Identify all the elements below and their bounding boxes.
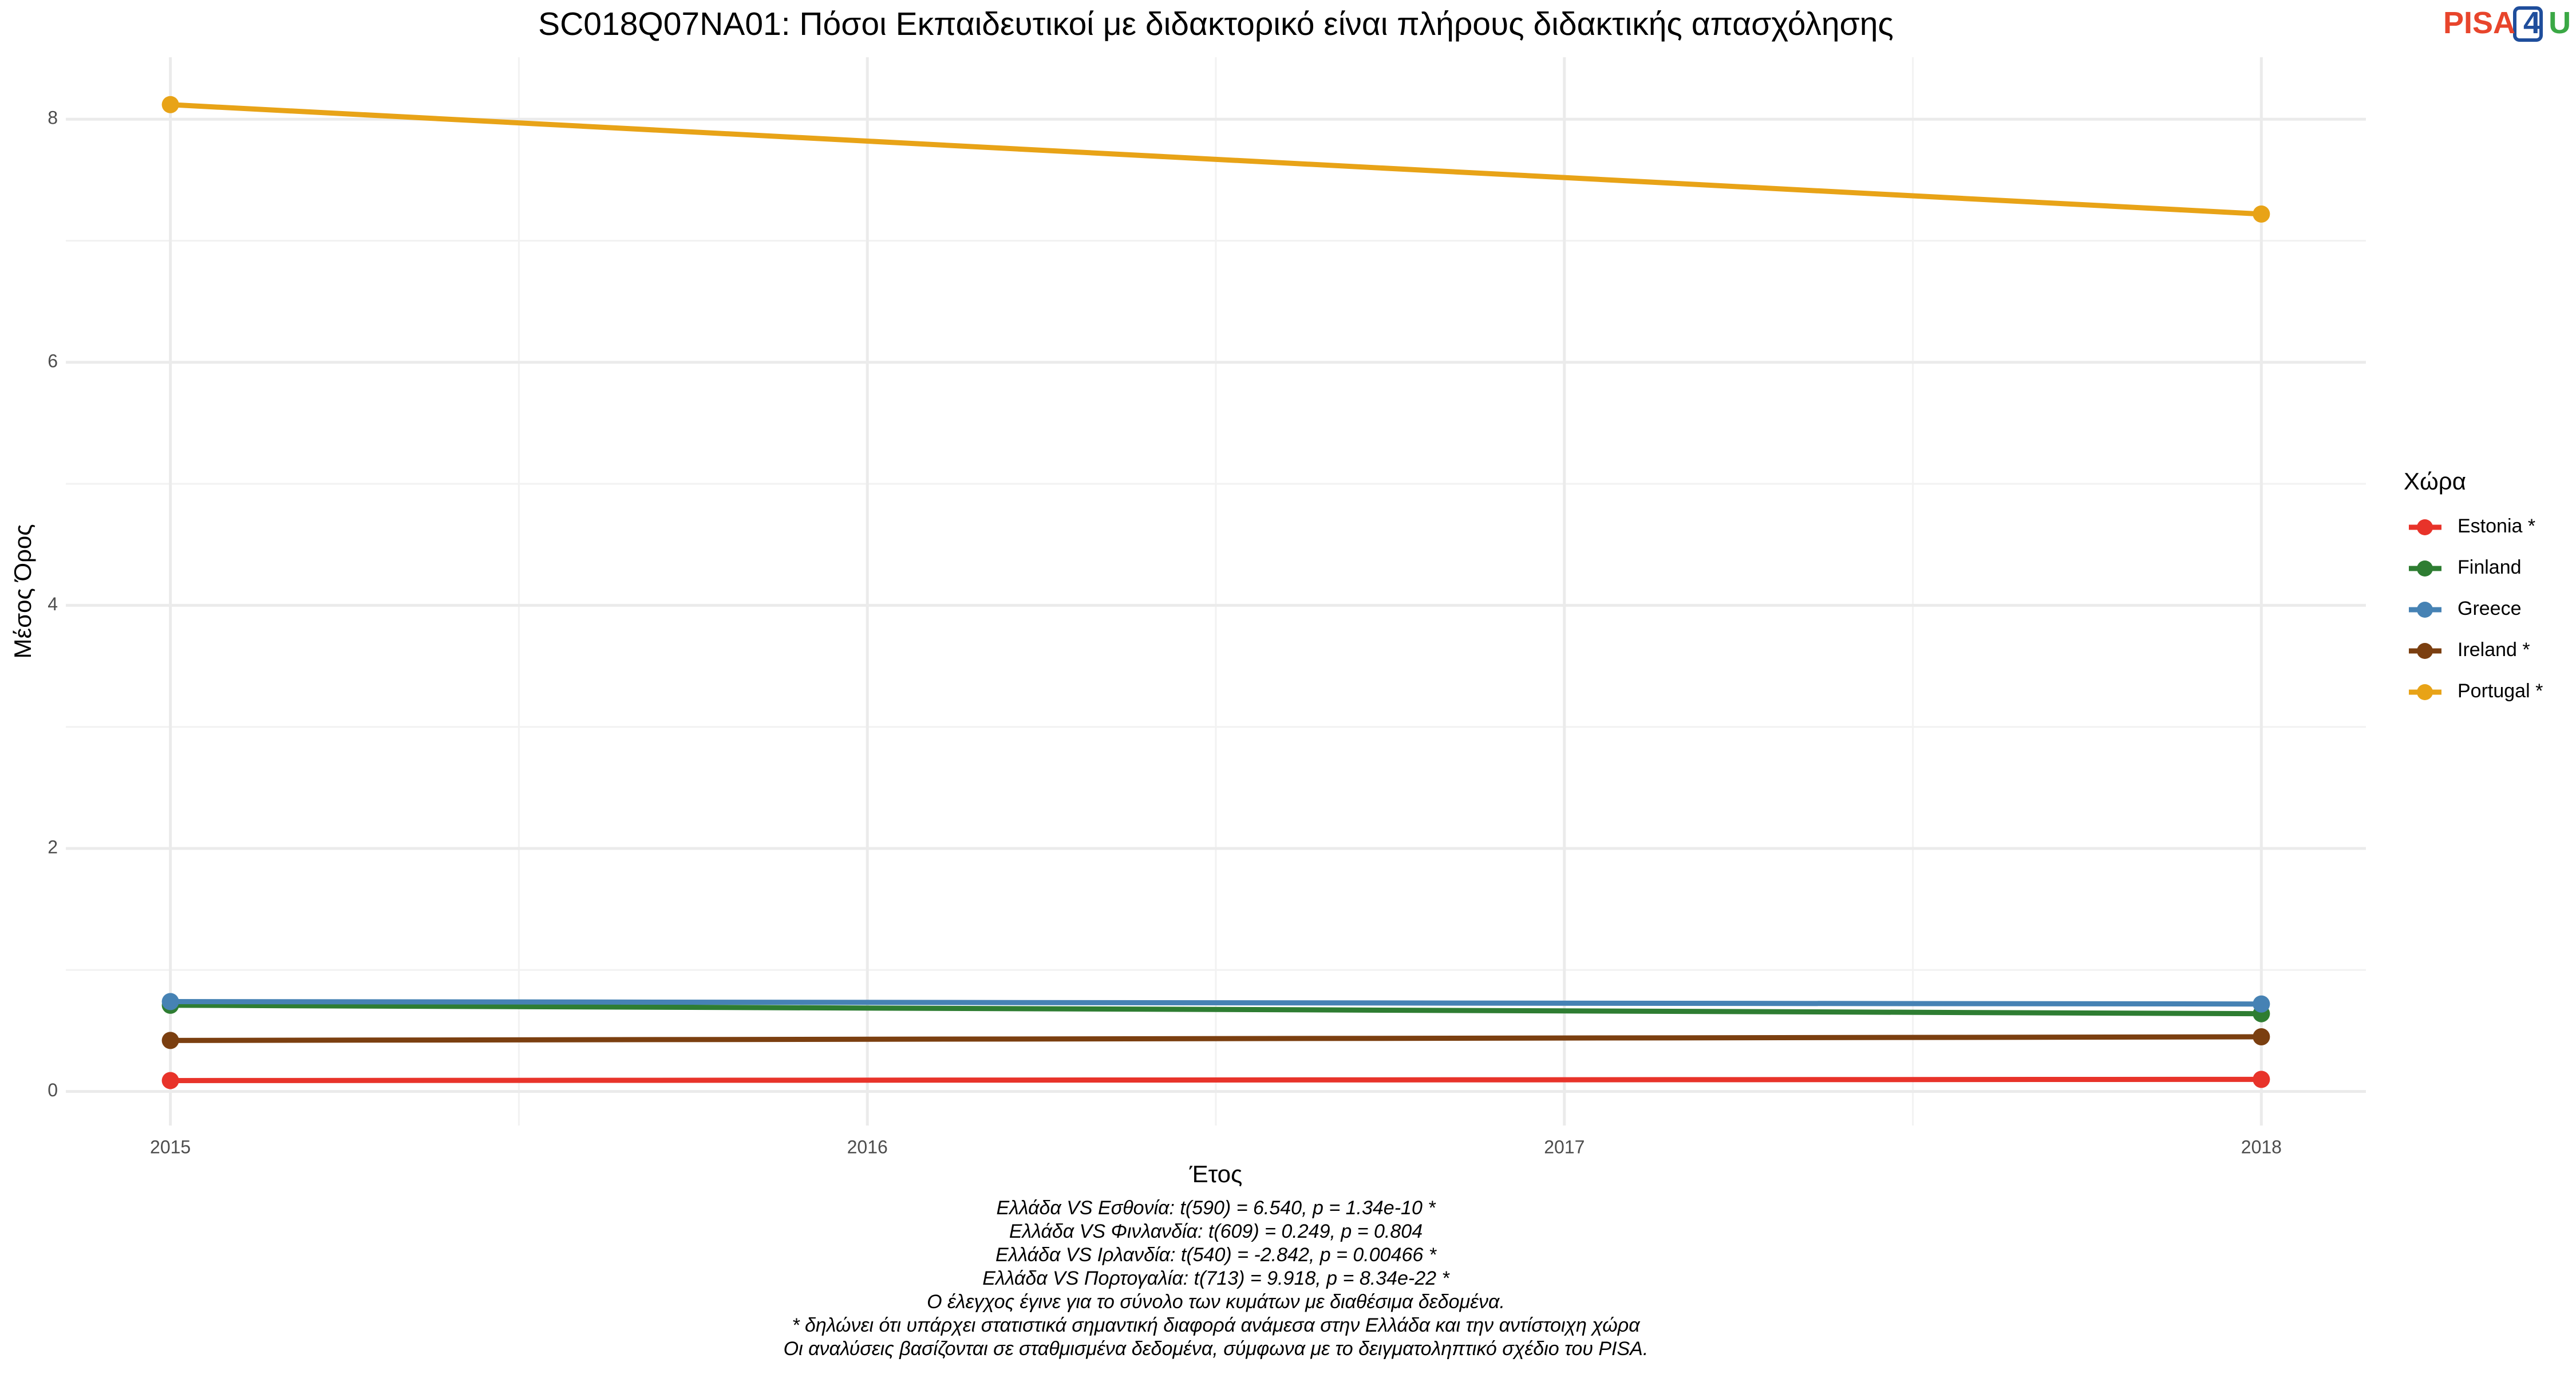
grid	[66, 57, 2366, 1126]
legend-key	[2417, 560, 2433, 577]
logo-part: 4	[2523, 6, 2541, 40]
series-line	[170, 102, 2262, 217]
data-point	[2253, 995, 2270, 1013]
series-line	[170, 1034, 2262, 1043]
legend-label: Greece	[2458, 598, 2522, 619]
data-point	[2253, 1028, 2270, 1046]
legend-key	[2417, 602, 2433, 618]
series-line	[170, 1076, 2262, 1083]
y-tick-label: 0	[48, 1080, 58, 1100]
y-axis-title: Μέσος Όρος	[9, 524, 36, 659]
legend-key	[2417, 643, 2433, 659]
logo-part: PISA	[2443, 6, 2515, 40]
data-point	[2253, 205, 2270, 223]
footnote: * δηλώνει ότι υπάρχει στατιστικά σημαντι…	[792, 1314, 1641, 1336]
legend-title: Χώρα	[2404, 468, 2466, 495]
footnote: Ελλάδα VS Ιρλανδία: t(540) = -2.842, p =…	[995, 1244, 1437, 1266]
x-axis-title: Έτος	[1189, 1160, 1243, 1187]
data-point	[161, 1072, 179, 1089]
y-tick-label: 4	[48, 594, 58, 614]
footnote: Ελλάδα VS Εσθονία: t(590) = 6.540, p = 1…	[996, 1197, 1436, 1219]
data-point	[161, 1032, 179, 1049]
footnote: Ο έλεγχος έγινε για το σύνολο των κυμάτω…	[927, 1291, 1505, 1313]
data-point	[161, 96, 179, 113]
y-tick-label: 2	[48, 836, 58, 857]
logo-part: U	[2549, 6, 2571, 40]
logo: PISA 4 U	[2443, 6, 2571, 40]
legend-key	[2417, 519, 2433, 535]
data-point	[161, 993, 179, 1010]
legend-label: Finland	[2458, 556, 2522, 578]
legend-label: Estonia *	[2458, 515, 2535, 537]
x-tick-label: 2017	[1544, 1136, 1585, 1157]
x-tick-label: 2016	[847, 1136, 888, 1157]
x-tick-label: 2015	[150, 1136, 191, 1157]
legend-label: Portugal *	[2458, 680, 2543, 702]
y-tick-label: 8	[48, 108, 58, 128]
legend-label: Ireland *	[2458, 639, 2530, 661]
footnote: Ελλάδα VS Πορτογαλία: t(713) = 9.918, p …	[982, 1268, 1450, 1289]
series-line	[170, 998, 2262, 1007]
footnote: Ελλάδα VS Φινλανδία: t(609) = 0.249, p =…	[1009, 1221, 1423, 1242]
legend-key	[2417, 684, 2433, 700]
series-line	[170, 1002, 2262, 1017]
chart-title: SC018Q07NA01: Πόσοι Εκπαιδευτικοί με διδ…	[538, 6, 1894, 42]
footnote: Οι αναλύσεις βασίζονται σε σταθμισμένα δ…	[784, 1338, 1649, 1360]
logo-box	[2513, 6, 2543, 42]
y-tick-label: 6	[48, 350, 58, 371]
x-tick-label: 2018	[2241, 1136, 2282, 1157]
data-point	[2253, 1071, 2270, 1088]
